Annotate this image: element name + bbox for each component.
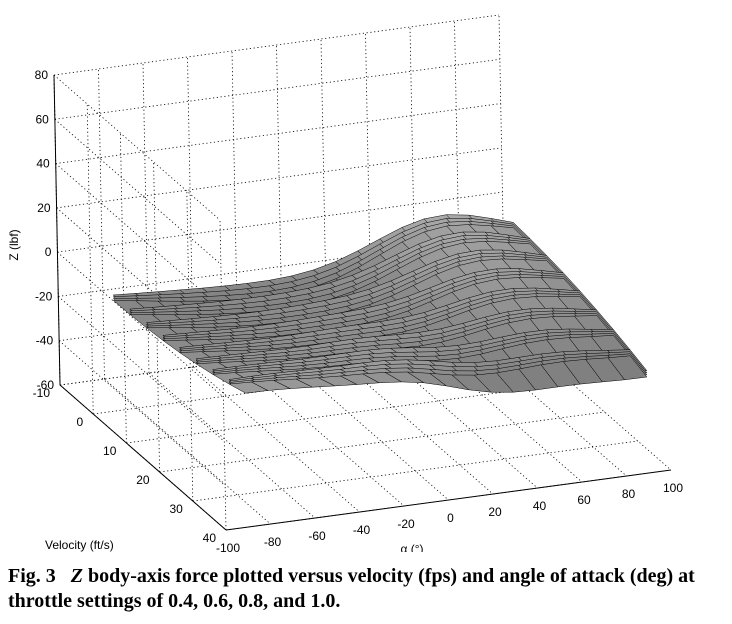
velocity-tick-label: -10: [33, 386, 51, 400]
alpha-tick-label: -60: [308, 529, 326, 543]
grid-line-floor-alpha: [193, 366, 360, 513]
z-tick-label: 40: [36, 157, 50, 171]
grid-line-left-velocity: [86, 103, 94, 415]
grid-line-floor-alpha: [148, 372, 316, 519]
z-tick-label: -60: [37, 378, 55, 392]
grid-line-floor-alpha: [415, 336, 583, 483]
velocity-tick-label: 30: [169, 502, 183, 516]
grid-line-floor-alpha: [460, 330, 627, 477]
alpha-axis-label: α (°): [400, 542, 423, 552]
z-axis-line: [53, 74, 61, 386]
alpha-tick-label: 80: [622, 487, 636, 501]
z-tick-label: 80: [35, 68, 49, 82]
grid-line-left-z: [58, 340, 226, 487]
velocity-axis-label: Velocity (ft/s): [45, 538, 114, 552]
grid-line-floor-velocity: [159, 411, 605, 473]
grid-line-left-z: [58, 296, 225, 442]
z-tick-label: 60: [35, 112, 49, 126]
grid-line-floor-alpha: [282, 354, 449, 501]
alpha-tick-label: -100: [216, 541, 240, 552]
z-tick-label: 0: [45, 245, 52, 259]
alpha-tick-label: 100: [663, 481, 683, 495]
caption-label: Fig. 3: [8, 565, 56, 587]
figure-caption: Fig. 3 Z body-axis force plotted versus …: [8, 564, 724, 614]
grid-line-left-z: [55, 163, 222, 309]
grid-line-back-z: [57, 191, 503, 253]
caption-symbol: Z: [70, 565, 83, 587]
grid-line-floor-velocity: [192, 440, 638, 502]
grid-line-back-z: [56, 147, 502, 209]
grid-line-left-z: [54, 118, 222, 265]
z-axis-label: Z (lbf): [7, 229, 21, 260]
grid-line-floor-alpha: [59, 384, 227, 531]
grid-line-back-alpha: [98, 68, 105, 380]
alpha-tick-label: 40: [533, 499, 547, 513]
grid-line-back-z: [54, 58, 500, 120]
velocity-tick-label: 40: [203, 531, 217, 545]
alpha-tick-label: -40: [353, 523, 371, 537]
z-tick-label: -20: [35, 289, 53, 303]
grid-line-floor-alpha: [104, 378, 271, 525]
alpha-tick-label: 20: [488, 505, 502, 519]
grid-line-back-z: [53, 14, 500, 76]
grid-line-floor-velocity: [126, 382, 572, 444]
surface-facet: [607, 355, 648, 381]
grid-line-floor-alpha: [504, 324, 672, 471]
grid-line-floor-alpha: [326, 348, 494, 495]
grid-line-left-z: [53, 74, 221, 221]
grid-line-floor-alpha: [237, 360, 405, 507]
z-tick-label: -40: [36, 334, 54, 348]
z-tick-label: 20: [37, 201, 51, 215]
caption-text: body-axis force plotted versus velocity …: [8, 565, 695, 612]
surface-mesh: [112, 214, 648, 394]
alpha-tick-label: -80: [264, 535, 282, 549]
grid-line-floor-alpha: [371, 342, 538, 489]
velocity-tick-label: 10: [103, 444, 117, 458]
alpha-tick-label: 60: [577, 493, 591, 507]
grid-line-left-z: [56, 207, 223, 354]
alpha-tick-label: -20: [397, 517, 415, 531]
alpha-tick-label: 0: [447, 511, 454, 525]
grid-line-left-z: [57, 251, 224, 398]
velocity-tick-label: 0: [77, 415, 84, 429]
grid-line-floor-velocity: [225, 469, 672, 531]
velocity-tick-label: 20: [136, 473, 150, 487]
